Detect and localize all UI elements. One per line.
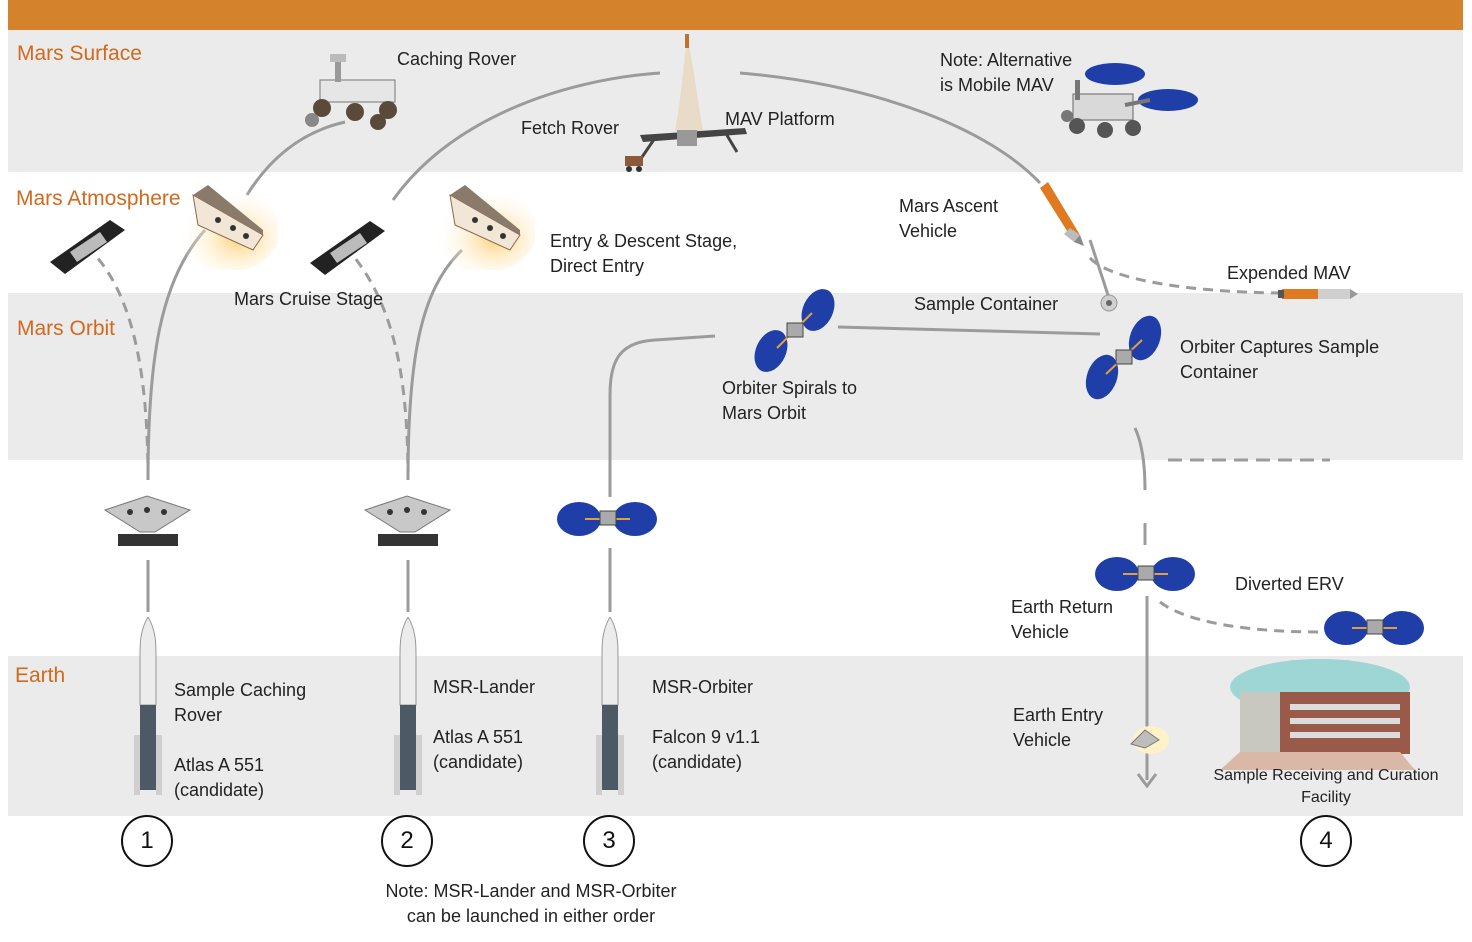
label-launch-1: Sample Caching Rover Atlas A 551 (candid… bbox=[174, 680, 307, 800]
earth-entry-capsule-icon bbox=[1130, 726, 1169, 754]
path-2-solid bbox=[406, 248, 464, 481]
path-diverted bbox=[1159, 600, 1321, 634]
label-orbiter-captures: Orbiter Captures Sample Container bbox=[1180, 337, 1380, 382]
expended-mav-icon bbox=[1278, 289, 1358, 299]
path-1-dashed bbox=[93, 254, 150, 481]
cruise-stage-icon-1 bbox=[50, 220, 125, 274]
path-rover-arc bbox=[245, 120, 346, 196]
cruise-stage-icon-2 bbox=[310, 221, 385, 275]
zone-earth: Earth bbox=[15, 664, 66, 687]
rover-icon bbox=[305, 54, 397, 130]
path-capture-down bbox=[1133, 427, 1147, 491]
zone-mars-orbit: Mars Orbit bbox=[17, 317, 116, 340]
label-launch-3: MSR-Orbiter Falcon 9 v1.1 (candidate) bbox=[652, 677, 761, 772]
label-mav-platform: MAV Platform bbox=[725, 109, 835, 129]
path-orbit-capture bbox=[837, 325, 1101, 336]
orbiter-icon-diverted bbox=[1324, 611, 1424, 645]
label-sample-container: Sample Container bbox=[914, 294, 1059, 314]
arrow-head bbox=[1136, 773, 1158, 789]
step-circle-3: 3 bbox=[583, 815, 635, 867]
orbiter-icon-3 bbox=[557, 502, 657, 536]
label-diverted-erv: Diverted ERV bbox=[1235, 574, 1344, 594]
step-circle-4: 4 bbox=[1300, 815, 1352, 867]
zone-mars-surface: Mars Surface bbox=[17, 42, 142, 65]
building-icon bbox=[1220, 659, 1415, 770]
zone-mars-atmosphere: Mars Atmosphere bbox=[16, 187, 181, 210]
band-earth bbox=[8, 656, 1463, 816]
label-sample-facility: Sample Receiving and Curation Facility bbox=[1213, 767, 1439, 806]
label-fetch-rover: Fetch Rover bbox=[521, 118, 620, 138]
mobile-mav-icon bbox=[1061, 63, 1198, 138]
label-expended-mav: Expended MAV bbox=[1227, 263, 1351, 283]
band-mars-orbit bbox=[8, 293, 1463, 460]
step-circle-1: 1 bbox=[121, 815, 173, 867]
label-earth-return-vehicle: Earth Return Vehicle bbox=[1011, 597, 1114, 642]
orbiter-icon-erv bbox=[1095, 557, 1195, 591]
path-mav-expended bbox=[1088, 256, 1281, 295]
path-big-arc-right bbox=[739, 71, 1042, 185]
path-3-up bbox=[608, 334, 716, 497]
label-mars-ascent-vehicle: Mars Ascent Vehicle bbox=[899, 196, 999, 241]
rocket-icon-1 bbox=[134, 616, 162, 795]
label-orbiter-spirals: Orbiter Spirals to Mars Orbit bbox=[722, 378, 858, 423]
label-alt-mav-note: Note: Alternative is Mobile MAV bbox=[940, 50, 1073, 95]
label-order-note: Note: MSR-Lander and MSR-Orbiter can be … bbox=[385, 881, 677, 926]
label-earth-entry-vehicle: Earth Entry Vehicle bbox=[1013, 705, 1104, 750]
label-mars-cruise-stage: Mars Cruise Stage bbox=[234, 289, 384, 309]
path-big-arc-left bbox=[391, 71, 661, 201]
header-bar bbox=[8, 0, 1463, 30]
mav-launch-icon bbox=[625, 34, 747, 172]
sample-container-icon bbox=[1100, 294, 1118, 312]
label-caching-rover: Caching Rover bbox=[397, 49, 517, 69]
orbiter-icon-spiral bbox=[754, 289, 835, 372]
rocket-icon-2 bbox=[394, 616, 422, 795]
step-circle-2: 2 bbox=[381, 815, 433, 867]
path-2-dashed bbox=[353, 257, 410, 481]
aeroshell-icon-2 bbox=[433, 185, 535, 270]
label-entry-descent: Entry & Descent Stage, Direct Entry bbox=[550, 231, 738, 276]
path-mav-container bbox=[1088, 239, 1110, 296]
label-launch-2: MSR-Lander Atlas A 551 (candidate) bbox=[433, 677, 536, 772]
aeroshell-icon-1 bbox=[176, 185, 278, 270]
lander-capsule-icon-1 bbox=[103, 495, 192, 546]
orbiter-icon-capture bbox=[1085, 315, 1162, 400]
rocket-icon-3 bbox=[596, 616, 624, 795]
lander-capsule-icon-2 bbox=[363, 495, 452, 546]
mav-icon bbox=[1040, 182, 1084, 246]
